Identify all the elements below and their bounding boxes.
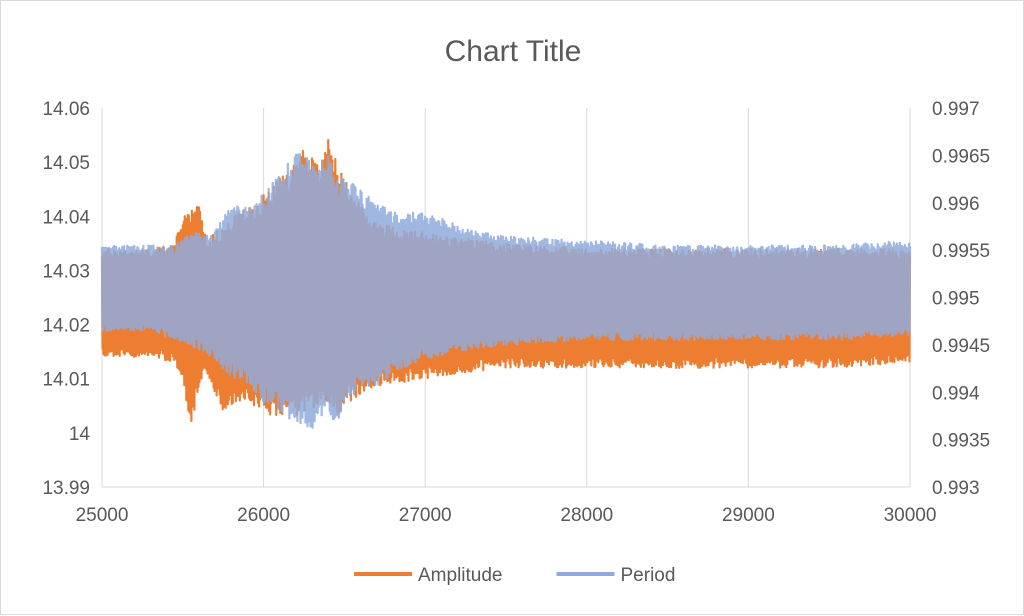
y-left-tick-label: 14.06 (42, 99, 90, 120)
x-tick-label: 28000 (560, 505, 613, 526)
y-left-tick-label: 14.03 (42, 261, 90, 282)
y-left-tick-label: 14.01 (42, 370, 90, 391)
x-tick-label: 27000 (399, 505, 452, 526)
y-right-tick-label: 0.995 (932, 289, 980, 310)
y-left-tick-label: 13.99 (42, 478, 90, 499)
y-right-tick-label: 0.994 (932, 383, 980, 404)
y-right-tick-label: 0.993 (932, 478, 980, 499)
chart-title: Chart Title (445, 35, 582, 68)
legend-label-amplitude: Amplitude (418, 565, 503, 586)
y-left-tick-label: 14.05 (42, 153, 90, 174)
y-right-tick-label: 0.9955 (932, 241, 990, 262)
series-layer (100, 138, 912, 429)
legend-label-period: Period (621, 565, 676, 586)
y-right-tick-label: 0.9945 (932, 336, 990, 357)
x-tick-label: 25000 (76, 505, 129, 526)
x-tick-label: 26000 (237, 505, 290, 526)
x-tick-label: 30000 (884, 505, 937, 526)
y-left-tick-label: 14 (69, 424, 91, 445)
y-right-tick-label: 0.9965 (932, 146, 990, 167)
x-tick-label: 29000 (722, 505, 775, 526)
y-right-tick-label: 0.997 (932, 99, 980, 120)
y-right-tick-label: 0.996 (932, 194, 980, 215)
axis-layer: 25000 26000 27000 28000 29000 30000 13.99 14 14.… (42, 99, 990, 526)
y-left-tick-label: 14.02 (42, 316, 90, 337)
y-left-tick-label: 14.04 (42, 207, 90, 228)
series-line-period (100, 153, 912, 429)
legend: Amplitude Period (354, 565, 675, 586)
y-right-tick-label: 0.9935 (932, 431, 990, 452)
